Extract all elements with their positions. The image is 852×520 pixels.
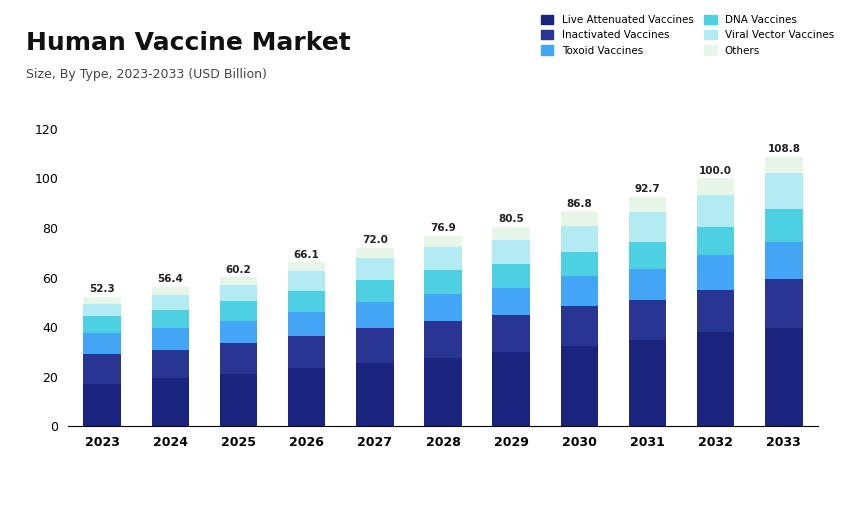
- Bar: [220, 285, 257, 301]
- Bar: [629, 300, 666, 340]
- Text: 100.0: 100.0: [699, 166, 732, 176]
- Bar: [288, 271, 325, 291]
- Bar: [697, 255, 734, 290]
- Bar: [765, 279, 803, 329]
- Bar: [492, 352, 530, 426]
- Bar: [561, 211, 598, 226]
- Text: WIDE RANGE OF GLOBAL MARKET REPORTS: WIDE RANGE OF GLOBAL MARKET REPORTS: [613, 493, 780, 502]
- Bar: [152, 378, 189, 426]
- Bar: [561, 276, 598, 306]
- Bar: [765, 242, 803, 279]
- Bar: [356, 258, 394, 280]
- Text: The forecasted market: The forecasted market: [273, 468, 415, 478]
- Bar: [765, 157, 803, 174]
- Bar: [152, 310, 189, 329]
- Bar: [765, 210, 803, 242]
- Bar: [424, 236, 462, 246]
- Bar: [288, 336, 325, 368]
- Bar: [83, 304, 121, 316]
- Bar: [152, 295, 189, 310]
- Bar: [424, 246, 462, 270]
- Bar: [697, 332, 734, 426]
- Text: 92.7: 92.7: [635, 184, 660, 194]
- Bar: [765, 329, 803, 426]
- Bar: [765, 174, 803, 210]
- Bar: [629, 197, 666, 212]
- Bar: [492, 264, 530, 288]
- Bar: [424, 358, 462, 426]
- Text: 52.3: 52.3: [89, 284, 115, 294]
- Bar: [629, 212, 666, 242]
- Text: MarketResearch: MarketResearch: [613, 468, 741, 482]
- Bar: [561, 346, 598, 426]
- Text: 86.8: 86.8: [567, 199, 592, 209]
- Bar: [356, 363, 394, 426]
- Bar: [356, 329, 394, 363]
- Bar: [424, 294, 462, 321]
- Text: The Market will Grow: The Market will Grow: [17, 468, 150, 478]
- Bar: [697, 178, 734, 194]
- Bar: [152, 349, 189, 378]
- Bar: [220, 277, 257, 285]
- Bar: [356, 248, 394, 258]
- Bar: [424, 270, 462, 294]
- Bar: [492, 240, 530, 264]
- Bar: [492, 315, 530, 352]
- Text: 60.2: 60.2: [226, 265, 251, 275]
- Text: 72.0: 72.0: [362, 236, 388, 245]
- Bar: [83, 384, 121, 426]
- Bar: [83, 355, 121, 384]
- Text: 56.4: 56.4: [158, 274, 183, 284]
- Bar: [697, 290, 734, 332]
- Text: ✓: ✓: [549, 472, 567, 492]
- Bar: [492, 227, 530, 240]
- Bar: [220, 301, 257, 321]
- Text: 76.9: 76.9: [430, 223, 456, 233]
- Bar: [629, 269, 666, 300]
- Bar: [288, 291, 325, 313]
- Legend: Live Attenuated Vaccines, Inactivated Vaccines, Toxoid Vaccines, DNA Vaccines, V: Live Attenuated Vaccines, Inactivated Va…: [537, 10, 838, 60]
- Bar: [152, 287, 189, 295]
- Text: size for 2033 in USD:: size for 2033 in USD:: [273, 491, 404, 501]
- Bar: [561, 226, 598, 252]
- Text: At the CAGR of:: At the CAGR of:: [17, 491, 115, 501]
- Bar: [288, 313, 325, 336]
- Text: Human Vaccine Market: Human Vaccine Market: [26, 31, 350, 55]
- Text: 7.8%: 7.8%: [111, 469, 187, 496]
- Bar: [220, 321, 257, 343]
- Bar: [288, 368, 325, 426]
- Text: 80.5: 80.5: [498, 214, 524, 224]
- Text: 108.8: 108.8: [768, 144, 800, 154]
- Bar: [629, 340, 666, 426]
- Bar: [356, 303, 394, 329]
- Bar: [152, 329, 189, 349]
- Bar: [697, 227, 734, 255]
- Bar: [83, 297, 121, 304]
- Bar: [83, 316, 121, 333]
- Bar: [697, 194, 734, 227]
- Bar: [492, 288, 530, 315]
- Bar: [220, 374, 257, 426]
- Bar: [356, 280, 394, 303]
- Text: Size, By Type, 2023-2033 (USD Billion): Size, By Type, 2023-2033 (USD Billion): [26, 68, 267, 81]
- Bar: [83, 333, 121, 355]
- Bar: [561, 306, 598, 346]
- Bar: [220, 343, 257, 374]
- Bar: [629, 242, 666, 269]
- Bar: [288, 263, 325, 271]
- Text: 66.1: 66.1: [294, 250, 320, 260]
- Text: $108.8 B: $108.8 B: [412, 469, 550, 496]
- Bar: [561, 252, 598, 276]
- Bar: [424, 321, 462, 358]
